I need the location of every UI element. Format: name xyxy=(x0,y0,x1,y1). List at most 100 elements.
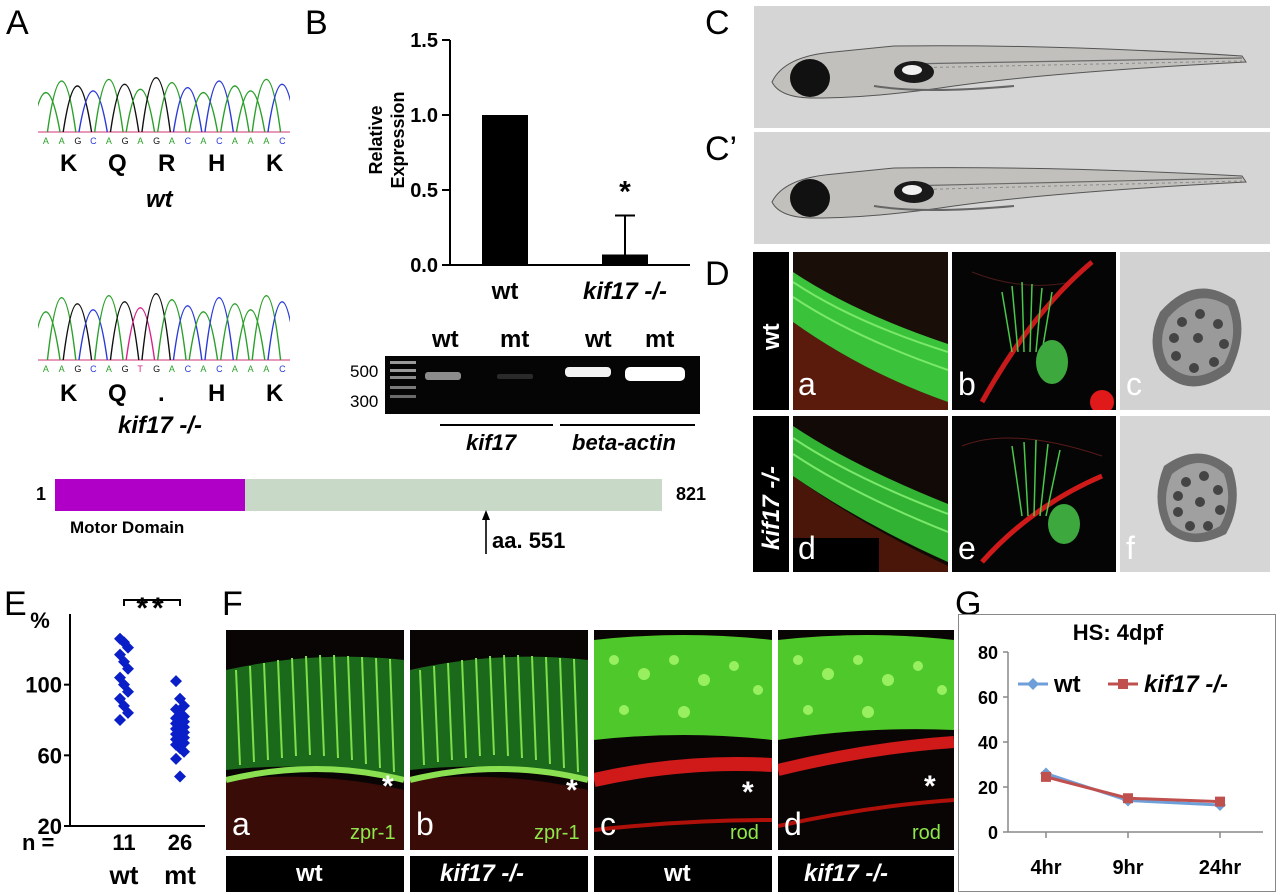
y-tick-label: 20 xyxy=(38,814,62,839)
base-call: G xyxy=(121,136,129,146)
genotype-label-f-c: wt xyxy=(664,860,691,887)
base-call: A xyxy=(168,136,175,146)
chromatogram-peak xyxy=(125,307,156,361)
gel-lane-label-2: mt xyxy=(500,326,530,353)
x-category-label: kif17 -/- xyxy=(583,278,667,305)
base-call: A xyxy=(42,136,49,146)
chromatogram-peak xyxy=(94,294,124,361)
data-point xyxy=(178,699,190,712)
data-point xyxy=(178,745,190,758)
row-label-bar-mutant xyxy=(753,416,789,572)
y-tick-label: 1.5 xyxy=(410,30,438,52)
amino-acid-residue: K xyxy=(60,150,78,177)
panel-label-d: D xyxy=(705,255,730,293)
asterisk-f-a: * xyxy=(382,770,394,803)
chromatogram-peak xyxy=(188,311,219,361)
base-call: A xyxy=(263,136,270,146)
mutant-residues: K Q. H K xyxy=(38,380,290,407)
larva-image-wt xyxy=(754,6,1270,128)
legend-label-wt: wt xyxy=(1053,671,1081,698)
sub-label-d-d: d xyxy=(798,530,816,566)
y-tick-label: 0 xyxy=(988,823,998,843)
gel-underline-kif17 xyxy=(440,424,553,426)
data-point xyxy=(122,685,134,698)
base-call: C xyxy=(279,364,286,374)
data-point xyxy=(122,641,134,654)
base-call: A xyxy=(247,136,254,146)
chromatogram-peak xyxy=(172,86,203,133)
data-point xyxy=(118,655,130,668)
amino-acid-residue: R xyxy=(158,150,176,177)
chromatogram-peak xyxy=(188,92,219,133)
retina-section-f-a xyxy=(226,630,404,850)
base-call: C xyxy=(90,136,97,146)
data-point xyxy=(122,662,134,675)
base-call: C xyxy=(90,364,97,374)
sub-label-f-d: d xyxy=(784,806,802,842)
chromatogram-peak xyxy=(94,79,124,133)
micrograph-d-c xyxy=(1120,252,1270,410)
base-call: G xyxy=(74,136,82,146)
chromatogram-peak xyxy=(78,90,108,133)
retina-section-f-d xyxy=(778,630,954,850)
legend-marker-wt xyxy=(1027,678,1039,690)
stain-label-f-c: rod xyxy=(730,822,759,844)
panel-label-c-prime: C’ xyxy=(705,130,738,168)
micrograph-d-a xyxy=(793,252,948,410)
base-call: C xyxy=(184,136,192,146)
base-call: A xyxy=(263,364,270,374)
genotype-bar-f-b xyxy=(410,856,588,892)
amino-acid-residue: K xyxy=(60,380,78,407)
amino-acid-residue: Q xyxy=(108,380,127,407)
x-tick-label: 9hr xyxy=(1112,857,1143,879)
chromatogram-peak xyxy=(38,311,61,361)
data-point xyxy=(178,736,190,749)
significance-asterisk: * xyxy=(619,176,631,209)
data-point xyxy=(174,770,186,783)
n-value: 11 xyxy=(112,830,135,855)
data-point xyxy=(114,714,126,726)
chromatogram-peak xyxy=(46,297,77,361)
significance-bracket xyxy=(123,599,181,606)
legend-marker-mutant xyxy=(1118,679,1128,689)
chromatogram-peak xyxy=(220,303,250,361)
chromatogram-peak xyxy=(204,80,234,133)
sub-label-d-f: f xyxy=(1126,530,1135,566)
chromatogram-peak xyxy=(172,305,203,361)
chromatogram-peak xyxy=(109,301,140,361)
panel-label-e: E xyxy=(4,585,27,623)
chromatogram-peak xyxy=(251,294,282,361)
motor-domain-bar xyxy=(55,479,245,511)
x-category-label: wt xyxy=(109,860,139,890)
amino-acid-residue: K xyxy=(266,380,284,407)
y-tick-label: 40 xyxy=(978,733,998,753)
mutant-genotype-label: kif17 -/- xyxy=(118,412,203,439)
chromatogram-peak xyxy=(62,85,93,133)
panel-label-c: C xyxy=(705,4,730,42)
mutation-site-label: aa. 551 xyxy=(492,528,566,553)
n-label: n = xyxy=(22,830,54,855)
sub-label-f-a: a xyxy=(232,806,250,842)
data-point xyxy=(122,706,134,719)
amino-acid-residue: H xyxy=(208,150,226,177)
data-point xyxy=(170,675,182,688)
stain-label-f-a: zpr-1 xyxy=(350,822,396,844)
y-tick-label: 60 xyxy=(38,743,62,768)
base-call: C xyxy=(216,136,223,146)
y-tick-label: 100 xyxy=(25,673,62,698)
gel-lane-label-3: wt xyxy=(585,326,612,353)
y-axis-label: Relative Expression xyxy=(366,91,408,188)
data-point xyxy=(170,703,182,716)
sub-label-d-b: b xyxy=(958,366,976,402)
base-call: C xyxy=(184,364,192,374)
chromatogram-wt xyxy=(38,77,290,133)
chromatogram-peak xyxy=(220,85,250,133)
chromatogram-peak xyxy=(78,309,108,361)
gel-lane-label-4: mt xyxy=(645,326,675,353)
sub-label-f-c: c xyxy=(600,806,616,842)
panel-label-b: B xyxy=(305,4,328,42)
genotype-bar-f-c xyxy=(594,856,772,892)
base-call: C xyxy=(216,364,223,374)
